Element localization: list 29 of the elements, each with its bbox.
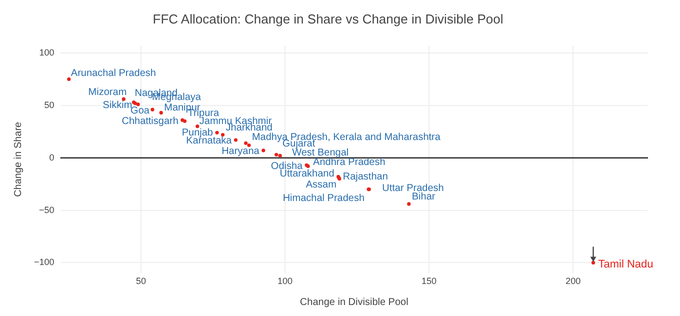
series-label: Tamil Nadu xyxy=(598,258,654,271)
annotation: Arunachal Pradesh xyxy=(70,68,156,79)
y-tick-label: −100 xyxy=(34,257,54,268)
annotation: Mizoram xyxy=(88,86,127,98)
annotation: Chhattisgarh xyxy=(122,116,178,127)
annotation: Goa xyxy=(130,105,150,116)
x-axis-title: Change in Divisible Pool xyxy=(300,296,408,308)
annotation: Himachal Pradesh xyxy=(282,193,365,204)
annotation: Assam xyxy=(306,180,336,191)
x-tick-label: 50 xyxy=(136,276,146,286)
y-tick-label: 100 xyxy=(39,47,54,58)
y-tick-label: 0 xyxy=(49,152,54,162)
y-tick-label: −50 xyxy=(38,204,54,215)
chart-title: FFC Allocation: Change in Share vs Change in Divisible Pool xyxy=(152,11,504,26)
annotation: Andhra Pradesh xyxy=(313,156,386,168)
annotation: Uttarakhand xyxy=(280,168,334,180)
annotation: Jharkhand xyxy=(226,122,272,134)
x-tick-label: 200 xyxy=(566,276,581,286)
annotation: Sikkim xyxy=(102,100,132,112)
annotation: Rajasthan xyxy=(342,172,388,183)
x-tick-label: 150 xyxy=(422,276,437,286)
annotation: Punjab xyxy=(182,127,214,138)
annotation: Haryana xyxy=(222,146,260,158)
y-tick-label: 50 xyxy=(44,100,54,110)
x-tick-label: 100 xyxy=(277,276,293,286)
annotation: Karnataka xyxy=(186,136,232,147)
annotation: West Bengal xyxy=(292,147,349,158)
y-axis-title: Change in Share xyxy=(12,121,24,197)
annotation: Bihar xyxy=(412,192,436,203)
